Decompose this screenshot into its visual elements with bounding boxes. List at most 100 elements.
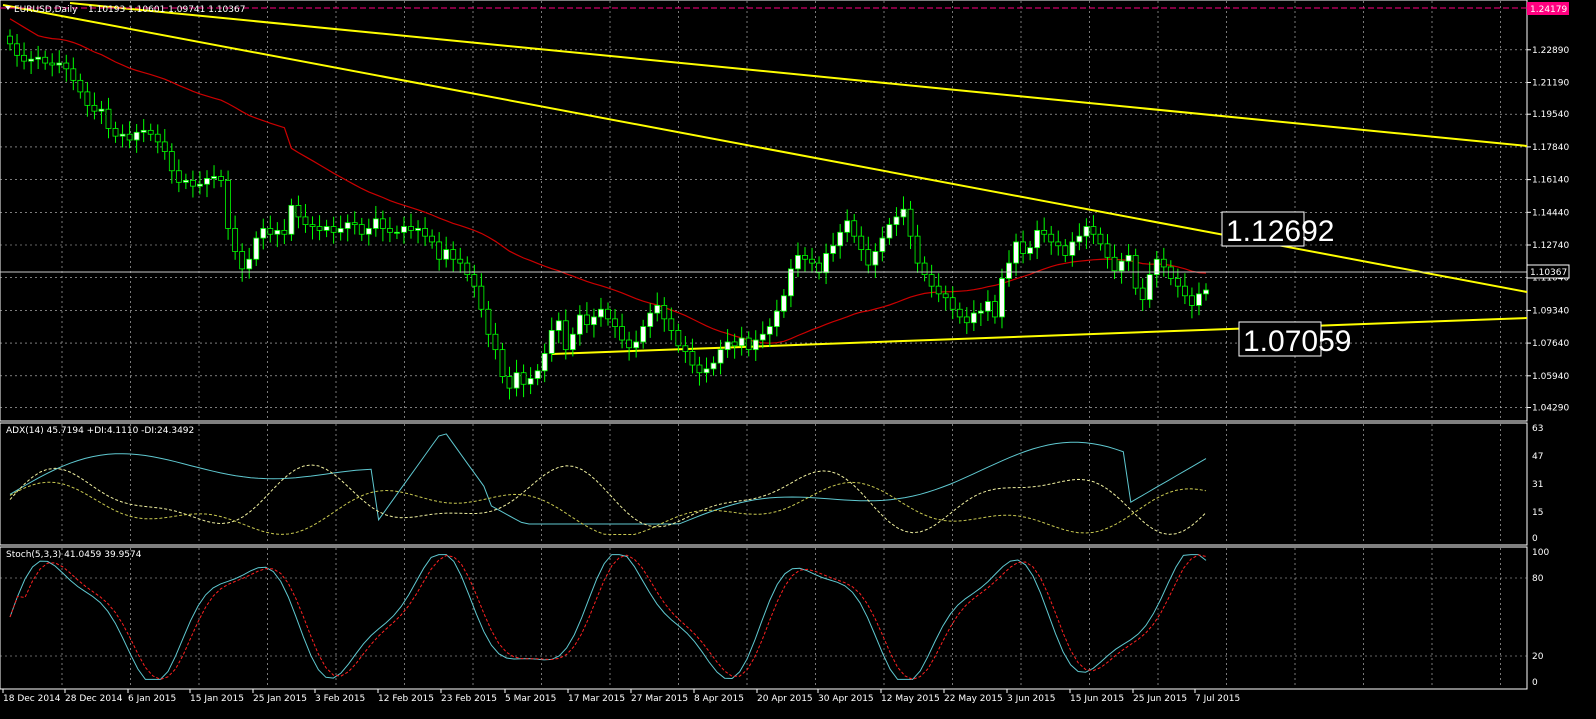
candle-body bbox=[830, 245, 837, 254]
adx-tick-label: 0 bbox=[1532, 534, 1538, 544]
candle-body bbox=[710, 362, 717, 370]
price-tick-label: 1.11040 bbox=[1532, 274, 1569, 284]
candle-body bbox=[1083, 226, 1090, 237]
candle-body bbox=[274, 229, 281, 235]
candle-body bbox=[788, 268, 794, 297]
candle-body bbox=[675, 330, 682, 347]
stoch-axis: 100 80 20 0 bbox=[1532, 548, 1549, 688]
candle-body bbox=[872, 251, 879, 266]
candle-body bbox=[583, 314, 590, 326]
candle-body bbox=[365, 228, 372, 235]
candle-body bbox=[534, 370, 541, 379]
candle-body bbox=[626, 339, 633, 349]
candle-body bbox=[1013, 241, 1019, 264]
trendline[interactable] bbox=[551, 317, 1528, 355]
time-tick-label: 7 Jul 2015 bbox=[1195, 694, 1240, 704]
plus-di-line bbox=[9, 464, 1207, 535]
candle-body bbox=[161, 141, 168, 152]
candle-body bbox=[288, 204, 295, 235]
candle-body bbox=[415, 228, 421, 231]
candle-body bbox=[323, 226, 330, 231]
candle-body bbox=[541, 353, 548, 372]
candle-body bbox=[527, 378, 534, 385]
price-tick-label: 1.07640 bbox=[1532, 339, 1569, 349]
trendline[interactable] bbox=[69, 2, 1528, 147]
candle-body bbox=[717, 349, 724, 364]
candle-body bbox=[422, 228, 428, 237]
time-tick-label: 15 Jun 2015 bbox=[1070, 694, 1124, 704]
candle-body bbox=[809, 258, 815, 264]
minus-di-line bbox=[9, 481, 1207, 535]
candle-body bbox=[351, 222, 358, 226]
candle-body bbox=[211, 176, 217, 179]
collapse-arrow-icon[interactable] bbox=[5, 6, 11, 10]
candle-body bbox=[1139, 287, 1146, 301]
candle-body bbox=[633, 341, 640, 349]
price-tick-label: 1.12740 bbox=[1532, 241, 1569, 251]
candle-body bbox=[436, 241, 443, 260]
candle-body bbox=[218, 176, 224, 181]
adx-pane[interactable] bbox=[0, 422, 1528, 546]
candle-body bbox=[49, 62, 56, 66]
candle-body bbox=[344, 222, 351, 229]
candle-body bbox=[408, 226, 414, 231]
candle-body bbox=[752, 339, 759, 351]
candle-body bbox=[119, 133, 126, 137]
candle-body bbox=[689, 351, 696, 366]
candle-body bbox=[1034, 229, 1041, 249]
candle-body bbox=[204, 178, 210, 185]
candle-body bbox=[471, 274, 478, 287]
time-axis[interactable]: 18 Dec 2014 28 Dec 2014 6 Jan 2015 15 Jan 2… bbox=[2, 689, 1240, 704]
candle-body bbox=[745, 337, 752, 351]
time-tick-label: 23 Feb 2015 bbox=[441, 694, 497, 704]
price-axis[interactable]: 1.22890 1.21190 1.19540 1.17840 1.16140 1.144… bbox=[1527, 46, 1569, 414]
candle-body bbox=[478, 285, 485, 310]
price-tick-label: 1.09340 bbox=[1532, 306, 1569, 316]
candle-body bbox=[731, 341, 738, 347]
candle-body bbox=[879, 237, 886, 252]
candle-body bbox=[175, 170, 182, 183]
candle-body bbox=[1153, 258, 1160, 276]
stoch-tick-label: 0 bbox=[1532, 678, 1538, 688]
candle-body bbox=[182, 179, 189, 183]
candle-body bbox=[28, 58, 35, 62]
candle-body bbox=[949, 297, 956, 310]
candle-body bbox=[766, 326, 773, 335]
candle-body bbox=[1111, 256, 1118, 272]
candle-body bbox=[147, 129, 154, 135]
candle-body bbox=[823, 253, 829, 274]
candle-body bbox=[1104, 243, 1111, 258]
candle-body bbox=[63, 62, 70, 70]
candle-body bbox=[569, 333, 576, 351]
candle-body bbox=[858, 235, 865, 251]
adx-tick-label: 63 bbox=[1532, 424, 1543, 434]
candle-body bbox=[267, 228, 274, 235]
adx-label: ADX(14) 45.7194 +DI:4.1110 -DI:24.3492 bbox=[6, 426, 194, 436]
time-tick-label: 20 Apr 2015 bbox=[757, 694, 813, 704]
adx-tick-label: 47 bbox=[1532, 452, 1543, 462]
candle-body bbox=[56, 62, 63, 66]
candle-body bbox=[77, 79, 84, 93]
support-label-box[interactable] bbox=[1238, 321, 1322, 357]
candle-body bbox=[337, 228, 344, 233]
resistance-label-box[interactable] bbox=[1221, 211, 1305, 247]
candle-body bbox=[387, 228, 393, 233]
price-tick-label: 1.14440 bbox=[1532, 208, 1569, 218]
ask-price-value: 1.24179 bbox=[1530, 5, 1567, 15]
candle-body bbox=[654, 305, 661, 314]
candle-body bbox=[302, 216, 309, 226]
candle-body bbox=[661, 305, 668, 320]
candle-body bbox=[506, 376, 513, 389]
candle-body bbox=[640, 326, 647, 343]
candle-body bbox=[562, 320, 569, 351]
candle-body bbox=[154, 133, 161, 143]
candle-body bbox=[520, 372, 527, 385]
candle-body bbox=[548, 330, 555, 354]
candle-body bbox=[309, 224, 316, 227]
candle-body bbox=[379, 218, 386, 229]
candle-body bbox=[555, 320, 562, 331]
candle-body bbox=[668, 318, 675, 331]
candle-body bbox=[738, 337, 745, 347]
time-tick-label: 3 Jun 2015 bbox=[1007, 694, 1055, 704]
